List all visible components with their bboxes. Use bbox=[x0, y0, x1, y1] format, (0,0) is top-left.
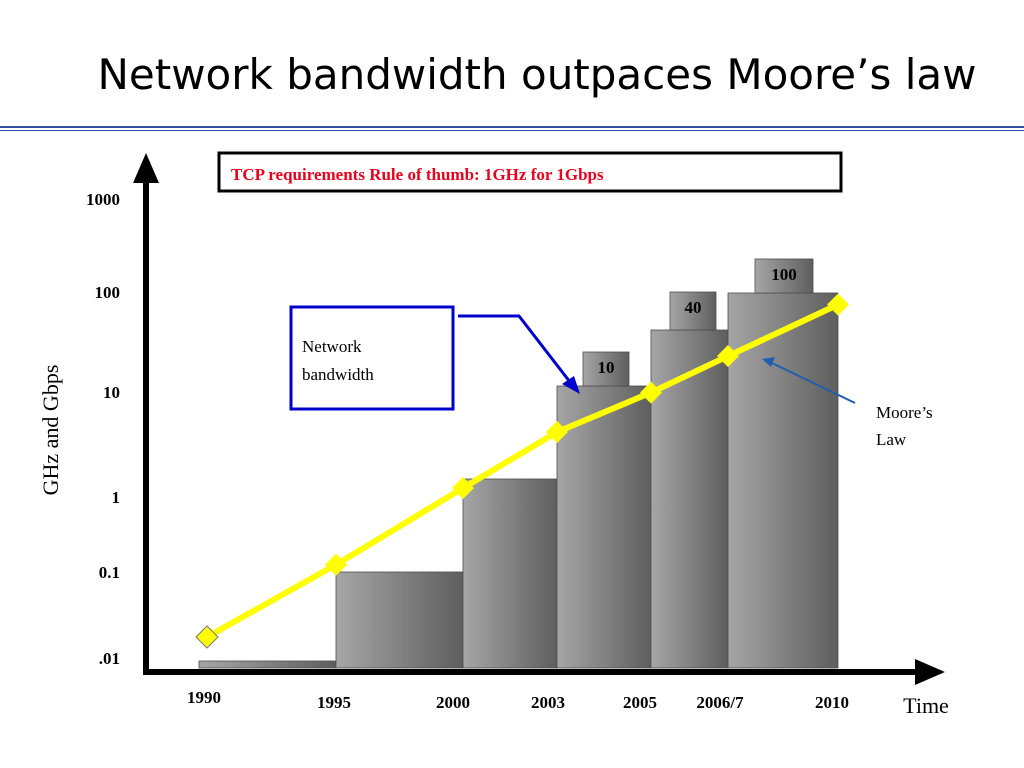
bar-value-cap bbox=[754, 258, 814, 294]
network-bandwidth-pointer bbox=[458, 314, 572, 383]
y-tick-label: 1 bbox=[112, 488, 121, 507]
y-tick-label: 0.1 bbox=[99, 563, 120, 582]
bandwidth-bar-2006-7 bbox=[727, 292, 839, 669]
moore-law-point bbox=[546, 421, 568, 444]
y-tick-label: 1000 bbox=[86, 190, 120, 209]
bar-value-label: 40 bbox=[685, 298, 702, 317]
x-tick-label: 2005 bbox=[623, 693, 657, 712]
title-rule bbox=[0, 126, 1024, 128]
moore-law-point bbox=[640, 381, 662, 404]
y-tick-label: 10 bbox=[103, 383, 120, 402]
moore-law-point bbox=[195, 625, 219, 649]
rule-of-thumb-text: TCP requirements Rule of thumb: 1GHz for… bbox=[231, 165, 604, 184]
bar-value-label: 10 bbox=[598, 358, 615, 377]
network-bandwidth-label: bandwidth bbox=[302, 365, 374, 384]
slide-title: Network bandwidth outpaces Moore’s law bbox=[97, 50, 977, 99]
moore-law-point bbox=[325, 553, 347, 576]
x-tick-label: 1990 bbox=[187, 688, 221, 707]
x-tick-label: 1995 bbox=[317, 693, 351, 712]
network-bandwidth-arrowhead bbox=[562, 376, 580, 394]
x-tick-label: 2010 bbox=[815, 693, 849, 712]
moore-law-label: Moore’s bbox=[876, 403, 933, 422]
rule-of-thumb-box bbox=[217, 151, 843, 193]
bar-value-cap bbox=[669, 291, 717, 331]
moore-law-pointer bbox=[771, 362, 856, 404]
bar-value-cap bbox=[582, 351, 630, 387]
network-bandwidth-label: Network bbox=[302, 337, 362, 356]
y-tick-label: .01 bbox=[99, 649, 120, 668]
x-tick-label: 2006/7 bbox=[696, 693, 744, 712]
moore-law-point bbox=[717, 345, 739, 368]
y-axis-title: GHz and Gbps bbox=[38, 365, 63, 496]
x-axis-arrowhead bbox=[915, 659, 945, 685]
y-tick-label: 100 bbox=[95, 283, 121, 302]
y-axis-arrowhead bbox=[133, 153, 159, 183]
moore-law-arrowhead bbox=[762, 357, 775, 367]
moore-law-point bbox=[452, 477, 474, 500]
moore-law-point bbox=[827, 293, 849, 316]
bandwidth-bar-2003 bbox=[556, 385, 652, 669]
bandwidth-bar-2000 bbox=[462, 478, 558, 669]
bar-value-label: 100 bbox=[771, 265, 797, 284]
x-tick-label: 2000 bbox=[436, 693, 470, 712]
bandwidth-bar-2005 bbox=[650, 329, 729, 669]
network-bandwidth-callout bbox=[289, 305, 455, 411]
bandwidth-bar-1995 bbox=[335, 571, 464, 669]
bandwidth-bar-1990 bbox=[198, 660, 337, 669]
title-rule-thin bbox=[0, 130, 1024, 131]
x-tick-label: 2003 bbox=[531, 693, 565, 712]
x-axis-title: Time bbox=[903, 693, 949, 718]
moore-law-label: Law bbox=[876, 430, 907, 449]
